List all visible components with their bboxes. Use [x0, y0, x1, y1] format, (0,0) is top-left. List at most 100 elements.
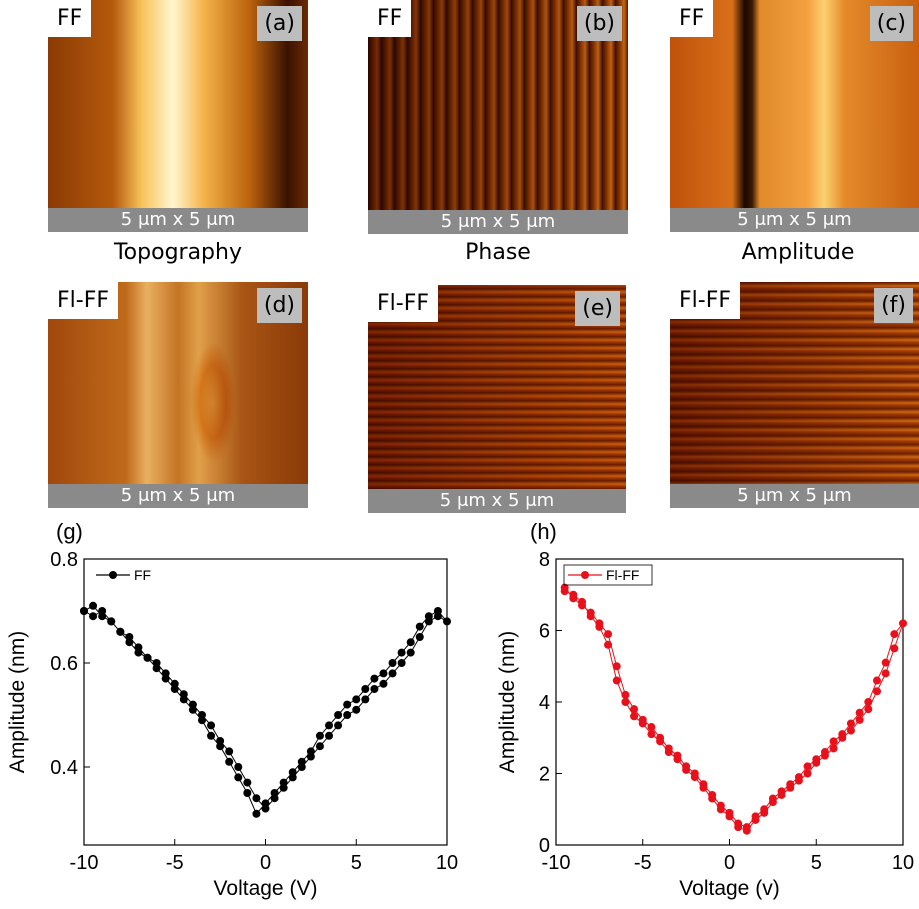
- data-point: [361, 695, 370, 704]
- data-point: [725, 808, 734, 817]
- data-point: [270, 789, 279, 797]
- sample-tag: Fl-FF: [368, 285, 439, 322]
- data-point: [443, 617, 451, 626]
- data-point: [812, 755, 821, 764]
- data-point: [881, 658, 890, 667]
- data-point: [604, 630, 613, 639]
- data-point: [708, 790, 717, 799]
- data-point: [315, 742, 324, 751]
- data-point: [578, 601, 587, 610]
- data-point: [252, 794, 261, 803]
- data-point: [406, 648, 415, 657]
- x-axis-label: Voltage (V): [214, 877, 318, 900]
- data-point: [343, 711, 352, 719]
- data-point: [829, 744, 838, 753]
- afm-image: FF (b) 5 μm x 5 μm: [368, 0, 628, 234]
- data-point: [89, 612, 98, 621]
- data-point: [560, 583, 569, 592]
- x-tick-label: 10: [436, 852, 458, 874]
- scale-bar: 5 μm x 5 μm: [368, 210, 628, 234]
- x-tick-label: 5: [351, 852, 362, 874]
- scale-bar: 5 μm x 5 μm: [670, 208, 919, 232]
- x-tick-label: 0: [260, 852, 271, 874]
- data-point: [612, 662, 621, 671]
- data-point: [899, 619, 907, 628]
- data-point: [794, 773, 803, 782]
- data-point: [134, 648, 143, 657]
- data-point: [890, 630, 899, 639]
- data-point: [252, 809, 261, 818]
- data-point: [197, 716, 206, 725]
- panel-letter: (c): [869, 6, 913, 41]
- panel-letter: (e): [575, 291, 620, 326]
- afm-image: Fl-FF (d) 5 μm x 5 μm: [48, 282, 308, 508]
- data-point: [107, 617, 116, 626]
- x-tick-label: -10: [542, 852, 571, 874]
- data-point: [742, 823, 751, 832]
- data-point: [647, 730, 656, 739]
- y-tick-label: 6: [539, 621, 550, 643]
- x-axis-label: Voltage (v): [679, 877, 779, 900]
- y-tick-label: 4: [539, 692, 550, 714]
- data-point: [716, 801, 725, 810]
- data-point: [388, 659, 397, 667]
- data-point: [297, 757, 306, 766]
- data-point: [288, 768, 297, 777]
- data-point: [829, 737, 838, 746]
- data-point: [370, 685, 379, 693]
- image-caption: Phase: [465, 240, 531, 265]
- data-point: [325, 731, 334, 740]
- data-point: [370, 674, 379, 683]
- afm-image: FF (c) 5 μm x 5 μm: [670, 0, 919, 232]
- data-point: [116, 627, 125, 636]
- data-point: [621, 690, 630, 699]
- data-point: [207, 721, 216, 730]
- panel-label: (h): [530, 519, 557, 544]
- scale-bar: 5 μm x 5 μm: [48, 208, 308, 232]
- data-point: [433, 607, 442, 615]
- data-point: [379, 679, 388, 688]
- x-tick-label: -5: [166, 852, 184, 874]
- image-caption: Topography: [113, 240, 242, 265]
- legend-marker: [109, 571, 117, 579]
- y-tick-label: 0.8: [50, 549, 78, 571]
- data-point: [612, 676, 621, 685]
- data-point: [638, 715, 647, 724]
- data-point: [143, 653, 152, 662]
- data-point: [647, 723, 656, 732]
- afm-image: Fl-FF (f) 5 μm x 5 μm: [670, 282, 919, 508]
- data-point: [352, 695, 361, 704]
- data-point: [379, 669, 388, 678]
- data-point: [786, 780, 795, 789]
- data-point: [855, 708, 864, 717]
- data-point: [89, 601, 98, 610]
- data-point: [152, 664, 161, 673]
- data-point: [690, 769, 699, 778]
- afm-image: FF (a) 5 μm x 5 μm: [48, 0, 308, 232]
- data-point: [803, 769, 812, 778]
- y-tick-label: 0.4: [50, 757, 78, 779]
- data-point: [279, 778, 288, 787]
- data-point: [673, 751, 682, 760]
- data-point: [768, 794, 777, 803]
- data-point: [664, 744, 673, 753]
- data-point: [890, 644, 899, 653]
- data-point: [170, 685, 179, 693]
- series-line: [564, 587, 904, 832]
- data-point: [397, 648, 406, 657]
- data-point: [397, 659, 406, 667]
- data-point: [361, 685, 370, 693]
- data-point: [315, 731, 324, 740]
- data-point: [343, 700, 352, 709]
- x-tick-label: 5: [811, 852, 822, 874]
- data-point: [586, 608, 595, 617]
- data-point: [179, 695, 188, 704]
- data-point: [569, 594, 578, 603]
- data-point: [777, 787, 786, 796]
- data-point: [80, 607, 88, 615]
- plot-frame: [555, 558, 904, 846]
- data-point: [225, 757, 234, 766]
- data-point: [306, 747, 315, 756]
- x-tick-label: 10: [892, 852, 914, 874]
- data-point: [415, 633, 424, 641]
